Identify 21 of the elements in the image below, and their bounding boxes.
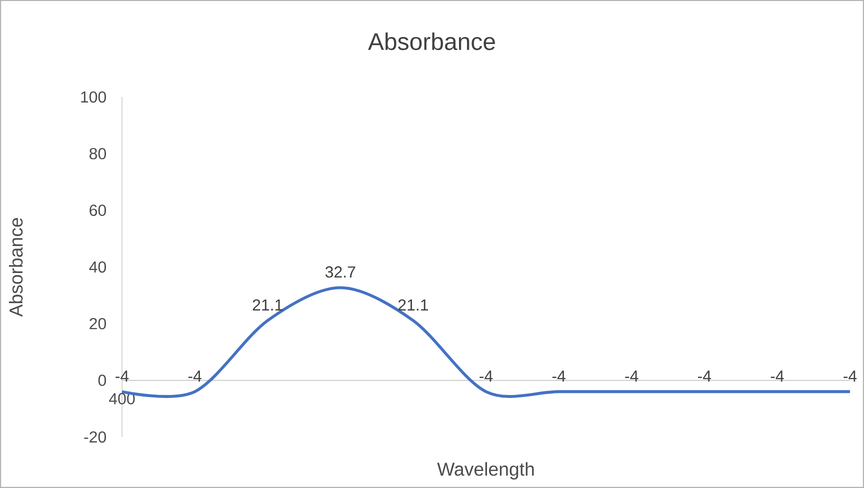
y-tick-label: -20 [84,431,106,443]
y-axis-title: Absorbance [8,218,23,317]
data-label: -4 [844,370,857,382]
data-label: 21.1 [398,299,428,310]
data-label: -4 [480,370,493,382]
chart-title: Absorbance [368,32,495,50]
y-tick-label: 60 [90,204,106,216]
y-tick-label: 80 [90,148,106,160]
data-label: 32.7 [325,266,356,278]
data-label: -4 [188,370,202,382]
data-label: -4 [698,370,712,382]
data-label: -4 [625,370,638,382]
data-label: 21.1 [252,299,282,310]
y-tick-label: 0 [98,374,106,386]
data-label: -4 [552,370,566,382]
data-label: -4 [770,370,784,382]
y-tick-label: 100 [81,91,106,103]
data-label: -4 [116,370,129,382]
x-axis-title: Wavelength [437,462,534,480]
y-tick-label: 40 [89,261,106,273]
y-tick-label: 20 [90,318,106,330]
